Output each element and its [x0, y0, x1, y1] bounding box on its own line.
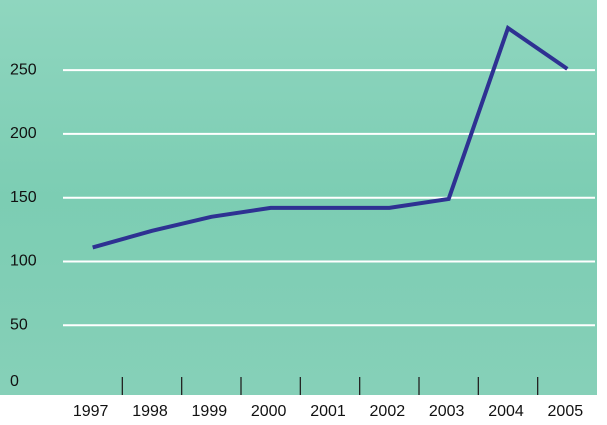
data-line — [92, 24, 569, 250]
y-tick-label: 50 — [10, 316, 28, 333]
x-tick-label: 1997 — [73, 403, 109, 420]
x-tick-label: 2002 — [370, 403, 406, 420]
y-tick-label: 100 — [10, 253, 37, 270]
x-tick-label: 2004 — [488, 403, 524, 420]
y-tick-label: 150 — [10, 189, 37, 206]
x-tick-label: 2000 — [251, 403, 287, 420]
x-tick-label: 1999 — [192, 403, 228, 420]
x-tick-label: 2001 — [310, 403, 346, 420]
x-tick-label: 2005 — [548, 403, 584, 420]
y-tick-label: 0 — [10, 373, 19, 390]
x-tick-label: 1998 — [132, 403, 168, 420]
x-tick-label: 2003 — [429, 403, 465, 420]
y-tick-label: 250 — [10, 61, 37, 78]
y-tick-label: 200 — [10, 125, 37, 142]
